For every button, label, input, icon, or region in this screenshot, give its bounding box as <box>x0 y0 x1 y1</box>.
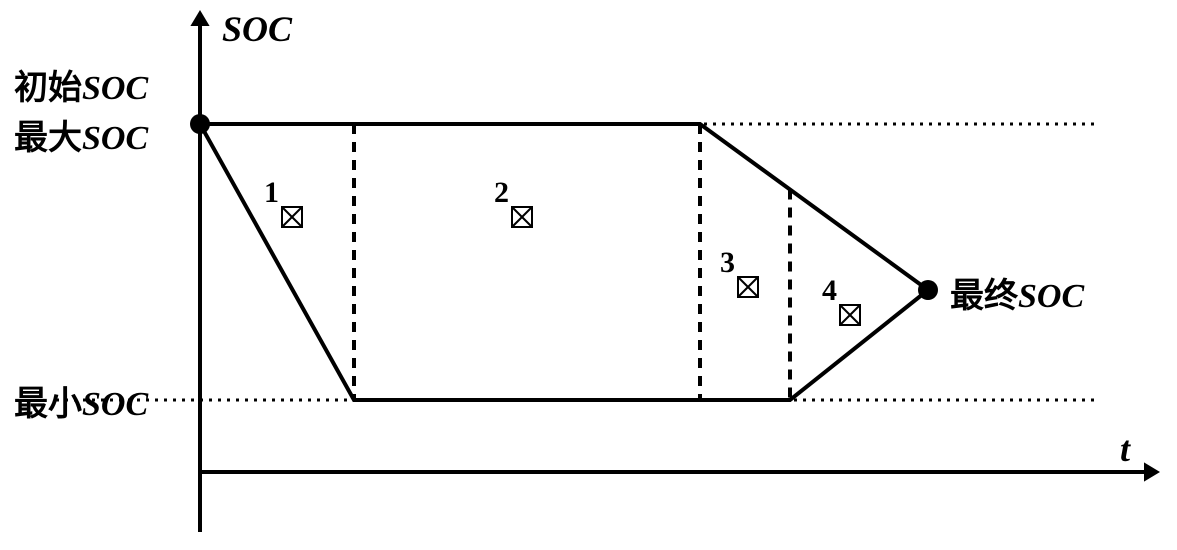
zone-label-2: 2 <box>494 176 511 210</box>
zone-label-1: 1 <box>264 176 281 210</box>
x-axis-label: t <box>1120 428 1130 470</box>
zone-label-4: 4 <box>822 274 839 308</box>
label-max-soc: 最大SOC <box>14 110 148 159</box>
label-initial-soc: 初始SOC <box>14 60 148 109</box>
label-min-soc: 最小SOC <box>14 376 148 425</box>
y-axis-label: SOC <box>222 8 292 50</box>
zone-label-3: 3 <box>720 246 737 280</box>
label-final-soc: 最终SOC <box>950 268 1084 317</box>
soc-zone-diagram: { "diagram": { "type": "line-region-diag… <box>0 0 1177 550</box>
